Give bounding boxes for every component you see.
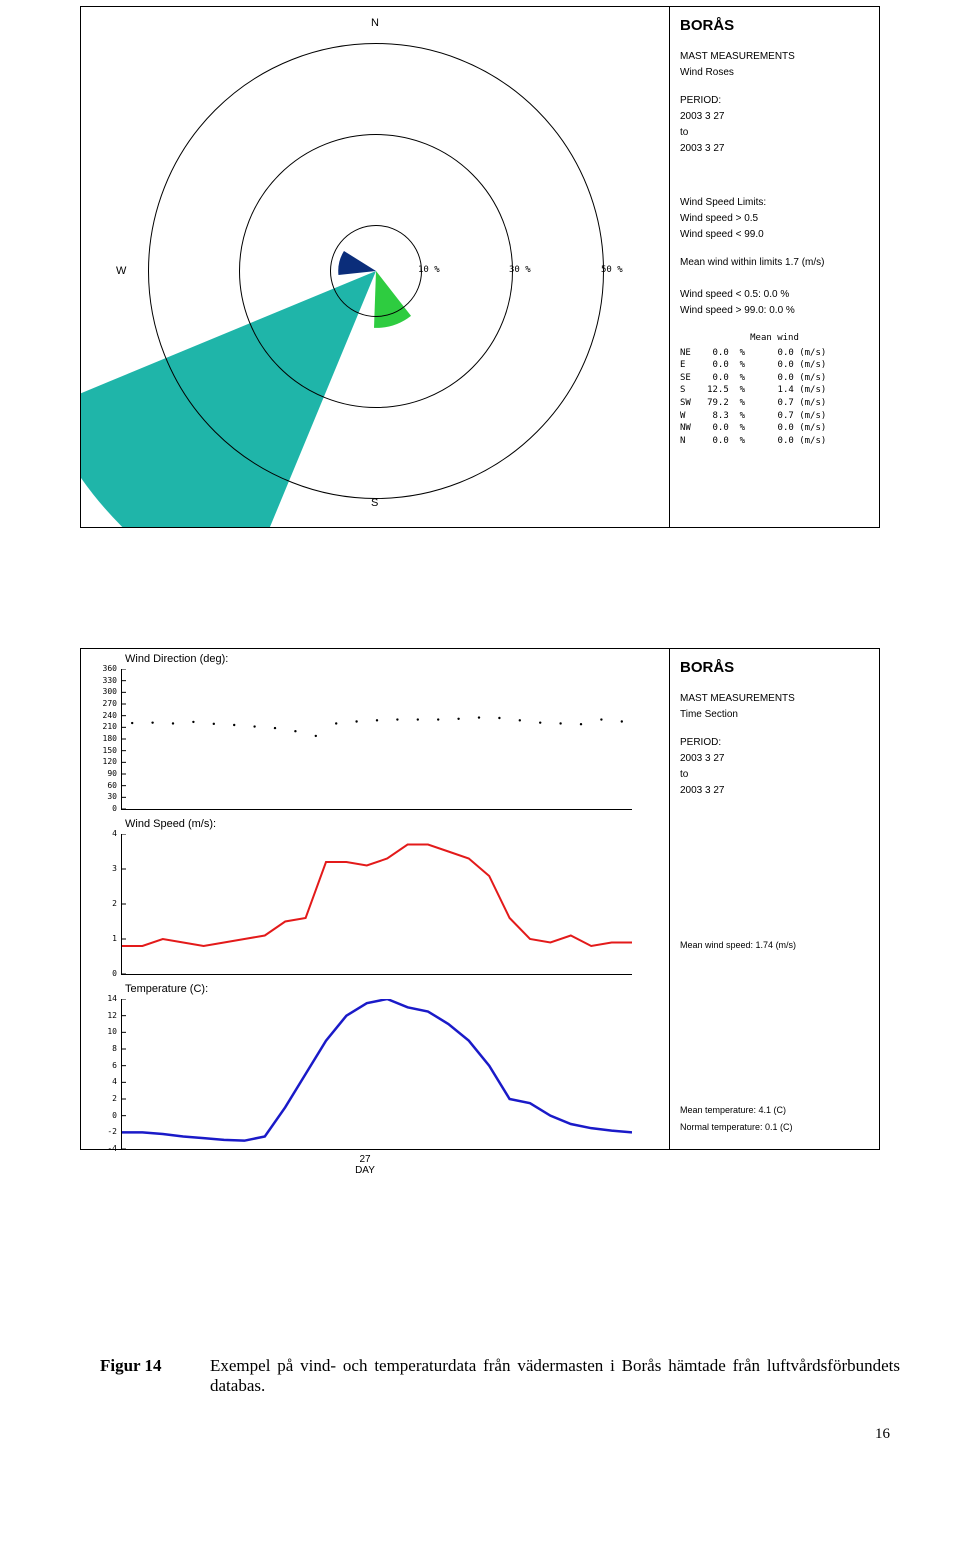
ytick: 8	[93, 1044, 117, 1053]
speed-above: Wind speed > 99.0: 0.0 %	[680, 304, 869, 318]
info-sub2: Wind Roses	[680, 66, 869, 80]
timeseries-info: BORÅS MAST MEASUREMENTS Time Section PER…	[669, 649, 879, 1149]
ytick: 2	[93, 1094, 117, 1103]
ytick: 150	[93, 746, 117, 755]
ytick: 360	[93, 664, 117, 673]
windrose-svg	[81, 7, 641, 527]
ytick: 0	[93, 1111, 117, 1120]
ytick: 12	[93, 1011, 117, 1020]
ytick: 0	[93, 804, 117, 813]
temp-chart-svg	[121, 999, 632, 1150]
ytick: 120	[93, 757, 117, 766]
table-row: NE 0.0 % 0.0 (m/s)	[680, 347, 869, 360]
ws-chart-svg	[121, 834, 632, 975]
period-label: PERIOD:	[680, 94, 869, 108]
table-row: SE 0.0 % 0.0 (m/s)	[680, 372, 869, 385]
ytick: 30	[93, 792, 117, 801]
dir-title: Wind Direction (deg):	[119, 649, 234, 669]
mean-temp: Mean temperature: 4.1 (C)	[680, 1104, 786, 1117]
ts-period-to: 2003 3 27	[680, 784, 869, 798]
ytick: 60	[93, 781, 117, 790]
speed-below: Wind speed < 0.5: 0.0 %	[680, 288, 869, 302]
limits-label: Wind Speed Limits:	[680, 196, 869, 210]
temp-title: Temperature (C):	[119, 979, 214, 999]
ytick: 6	[93, 1061, 117, 1070]
ws-title: Wind Speed (m/s):	[119, 814, 222, 834]
figure-number: Figur 14	[100, 1356, 210, 1376]
info-sub1: MAST MEASUREMENTS	[680, 50, 869, 64]
table-row: N 0.0 % 0.0 (m/s)	[680, 435, 869, 448]
ytick: 270	[93, 699, 117, 708]
compass-n: N	[371, 17, 379, 29]
ytick: -4	[93, 1144, 117, 1153]
windrose-panel: N S W 10 % 30 % 50 % BORÅS MAST MEASUREM…	[80, 6, 880, 528]
table-head: Mean wind	[680, 332, 869, 345]
ytick: 180	[93, 734, 117, 743]
ytick: 14	[93, 994, 117, 1003]
ytick: 90	[93, 769, 117, 778]
ytick: 0	[93, 969, 117, 978]
mean-ws: Mean wind speed: 1.74 (m/s)	[680, 939, 796, 952]
mean-wind-table: Mean wind NE 0.0 % 0.0 (m/s)E 0.0 % 0.0 …	[680, 332, 869, 447]
ytick: 2	[93, 899, 117, 908]
mean-within: Mean wind within limits 1.7 (m/s)	[680, 256, 869, 270]
period-from: 2003 3 27	[680, 110, 869, 124]
xaxis-tick: 27	[359, 1154, 370, 1165]
timeseries-panel: BORÅS MAST MEASUREMENTS Time Section PER…	[80, 648, 880, 1150]
page-number: 16	[0, 1426, 960, 1463]
figure-caption: Exempel på vind- och temperaturdata från…	[210, 1356, 900, 1396]
ring-label-10: 10 %	[418, 265, 440, 275]
table-row: SW 79.2 % 0.7 (m/s)	[680, 397, 869, 410]
ytick: 4	[93, 829, 117, 838]
ring-label-30: 30 %	[509, 265, 531, 275]
charts-area: Wind Direction (deg): 030609012015018021…	[81, 649, 651, 1149]
ts-sub1: MAST MEASUREMENTS	[680, 692, 869, 706]
ytick: -2	[93, 1127, 117, 1136]
table-row: W 8.3 % 0.7 (m/s)	[680, 410, 869, 423]
compass-w: W	[116, 265, 126, 277]
info-title: BORÅS	[680, 15, 869, 36]
compass-s: S	[371, 497, 378, 509]
dir-chart-svg	[121, 669, 632, 810]
period-to: 2003 3 27	[680, 142, 869, 156]
ytick: 3	[93, 864, 117, 873]
ytick: 300	[93, 687, 117, 696]
table-row: NW 0.0 % 0.0 (m/s)	[680, 422, 869, 435]
ts-period-to-label: to	[680, 768, 869, 782]
ytick: 240	[93, 711, 117, 720]
speed-lt: Wind speed < 99.0	[680, 228, 869, 242]
ts-title: BORÅS	[680, 657, 869, 678]
xaxis-label: DAY	[355, 1165, 375, 1176]
ts-sub2: Time Section	[680, 708, 869, 722]
ytick: 330	[93, 676, 117, 685]
table-row: E 0.0 % 0.0 (m/s)	[680, 359, 869, 372]
ytick: 210	[93, 722, 117, 731]
norm-temp: Normal temperature: 0.1 (C)	[680, 1121, 793, 1134]
ts-period-from: 2003 3 27	[680, 752, 869, 766]
ytick: 10	[93, 1027, 117, 1036]
table-row: S 12.5 % 1.4 (m/s)	[680, 384, 869, 397]
ytick: 1	[93, 934, 117, 943]
speed-gt: Wind speed > 0.5	[680, 212, 869, 226]
period-to-label: to	[680, 126, 869, 140]
ytick: 4	[93, 1077, 117, 1086]
ts-period-label: PERIOD:	[680, 736, 869, 750]
ring-label-50: 50 %	[601, 265, 623, 275]
windrose-info: BORÅS MAST MEASUREMENTS Wind Roses PERIO…	[669, 7, 879, 527]
